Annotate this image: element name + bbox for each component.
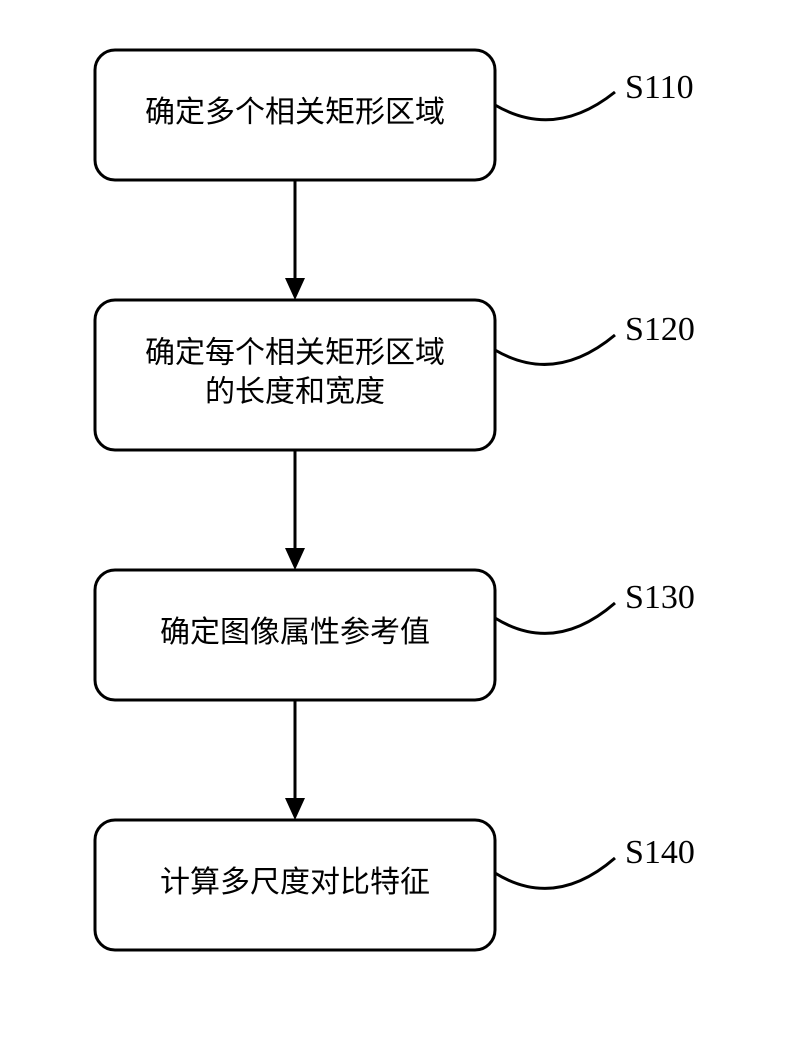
flowchart-node-text: 确定每个相关矩形区域 [145,336,445,369]
step-label: S130 [625,579,695,616]
flowchart-node-text: 确定图像属性参考值 [160,616,430,649]
flowchart-canvas: 确定多个相关矩形区域 S110 确定每个相关矩形区域的长度和宽度 S120 确定图像属性… [0,0,800,1054]
flowchart-node-text: 确定多个相关矩形区域 [145,96,445,129]
flowchart-node-text: 的长度和宽度 [205,375,385,408]
step-label: S140 [625,834,695,871]
flowchart-node-text: 计算多尺度对比特征 [160,866,430,899]
step-label: S110 [625,69,694,106]
step-label: S120 [625,311,695,348]
